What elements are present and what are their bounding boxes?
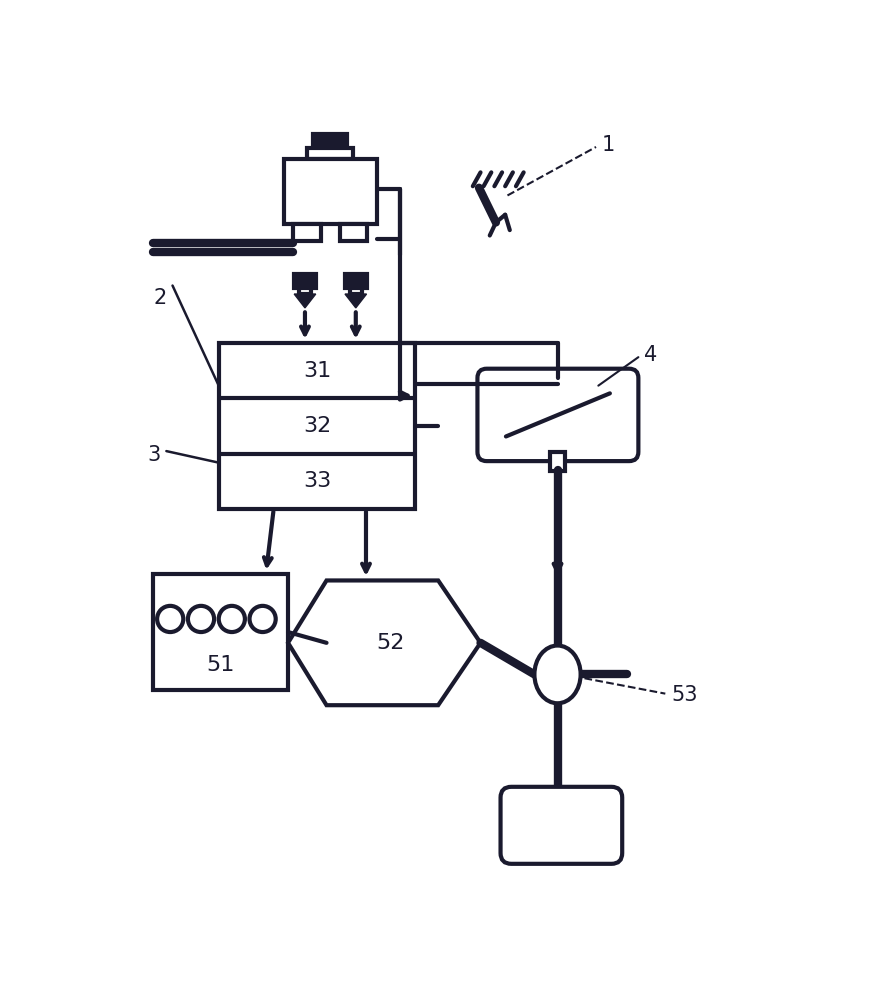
Bar xyxy=(549,452,565,471)
Bar xyxy=(294,274,315,288)
Bar xyxy=(339,224,367,241)
Bar xyxy=(313,134,347,148)
Text: 51: 51 xyxy=(206,655,235,675)
Text: 33: 33 xyxy=(302,471,330,491)
Text: 52: 52 xyxy=(375,633,404,653)
Text: 53: 53 xyxy=(671,685,697,705)
Polygon shape xyxy=(288,580,480,705)
Text: 2: 2 xyxy=(154,288,167,308)
Ellipse shape xyxy=(534,646,580,703)
Bar xyxy=(298,288,311,294)
Bar xyxy=(307,148,353,158)
Text: 32: 32 xyxy=(302,416,330,436)
Text: 31: 31 xyxy=(302,361,330,381)
Polygon shape xyxy=(345,294,366,308)
Text: 1: 1 xyxy=(601,135,614,155)
Bar xyxy=(153,574,288,690)
Bar xyxy=(218,343,415,509)
Text: 4: 4 xyxy=(643,345,656,365)
Bar xyxy=(284,158,376,224)
Bar xyxy=(293,224,321,241)
Polygon shape xyxy=(294,294,315,308)
Text: 3: 3 xyxy=(148,445,161,465)
Bar xyxy=(345,274,366,288)
FancyBboxPatch shape xyxy=(500,787,621,864)
FancyBboxPatch shape xyxy=(477,369,638,461)
Bar xyxy=(349,288,362,294)
